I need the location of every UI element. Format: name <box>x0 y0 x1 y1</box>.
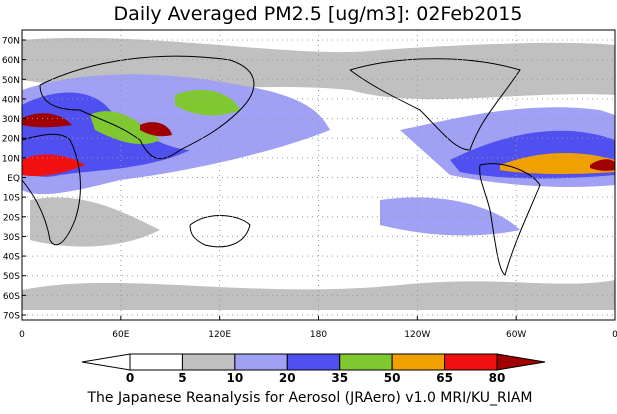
coast-eurasia <box>39 55 255 160</box>
coastlines <box>21 55 541 276</box>
colorbar-segment <box>444 353 498 371</box>
lat-label: 40S <box>3 253 20 263</box>
colorbar-label: 5 <box>178 371 186 385</box>
colorbar-arrow-high <box>496 353 546 371</box>
colorbar-label: 80 <box>489 371 506 385</box>
field-gray <box>30 197 160 247</box>
coast-south-america <box>479 163 541 276</box>
colorbar-segment <box>129 353 183 371</box>
field-green <box>175 90 240 116</box>
colorbar-label: 50 <box>384 371 401 385</box>
colorbar-label: 65 <box>436 371 453 385</box>
lat-label: 10S <box>3 194 20 204</box>
field-lightblue <box>380 197 520 236</box>
colorbar-segment <box>234 353 288 371</box>
grid <box>21 30 616 320</box>
field-orange <box>500 153 615 175</box>
field-darkred <box>22 113 72 128</box>
lat-label: 40N <box>2 95 20 105</box>
lat-label: 50S <box>3 272 20 282</box>
lat-label: 20N <box>2 135 20 145</box>
colorbar-segment <box>339 353 393 371</box>
colorbar-label: 10 <box>227 371 244 385</box>
lat-label: 60N <box>2 56 20 66</box>
aerosol-fields <box>22 37 615 310</box>
footer: The Japanese Reanalysis for Aerosol (JRA… <box>86 390 532 406</box>
colorbar-label: 35 <box>331 371 348 385</box>
colorbar-segment <box>286 353 341 371</box>
colorbar-segment <box>391 353 446 371</box>
lon-label: 60E <box>112 330 129 340</box>
map <box>21 29 616 321</box>
field-darkred <box>140 122 172 137</box>
lon-label: 120W <box>404 330 430 340</box>
colorbar-label: 0 <box>126 371 134 385</box>
lat-label: 70N <box>2 37 20 47</box>
lon-label: 60W <box>506 330 526 340</box>
title: Daily Averaged PM2.5 [ug/m3]: 02Feb2015 <box>114 3 523 25</box>
lat-label: 10N <box>2 154 20 164</box>
lon-label: 180 <box>310 330 327 340</box>
lat-label: 20S <box>3 213 20 223</box>
field-red <box>22 154 85 177</box>
lat-label: 30S <box>3 233 20 243</box>
lat-label: 60S <box>3 292 20 302</box>
lat-label: 50N <box>2 76 20 86</box>
coast-north-america <box>349 58 521 151</box>
colorbar-arrow-low <box>81 353 131 371</box>
lon-label: 120E <box>208 330 231 340</box>
lat-label: 30N <box>2 115 20 125</box>
coast-africa <box>21 133 81 246</box>
field-darkred <box>590 159 615 171</box>
lat-label: EQ <box>7 174 20 184</box>
colorbar-label: 20 <box>279 371 296 385</box>
lat-label: 70S <box>3 312 20 322</box>
colorbar: 0 5 10 20 35 50 65 80 <box>81 353 546 385</box>
colorbar-segment <box>181 353 236 371</box>
lon-label: 0 <box>612 330 617 340</box>
coast-australia <box>189 215 251 248</box>
field-green <box>90 111 160 145</box>
map-frame <box>21 29 616 321</box>
lon-label: 0 <box>19 330 25 340</box>
